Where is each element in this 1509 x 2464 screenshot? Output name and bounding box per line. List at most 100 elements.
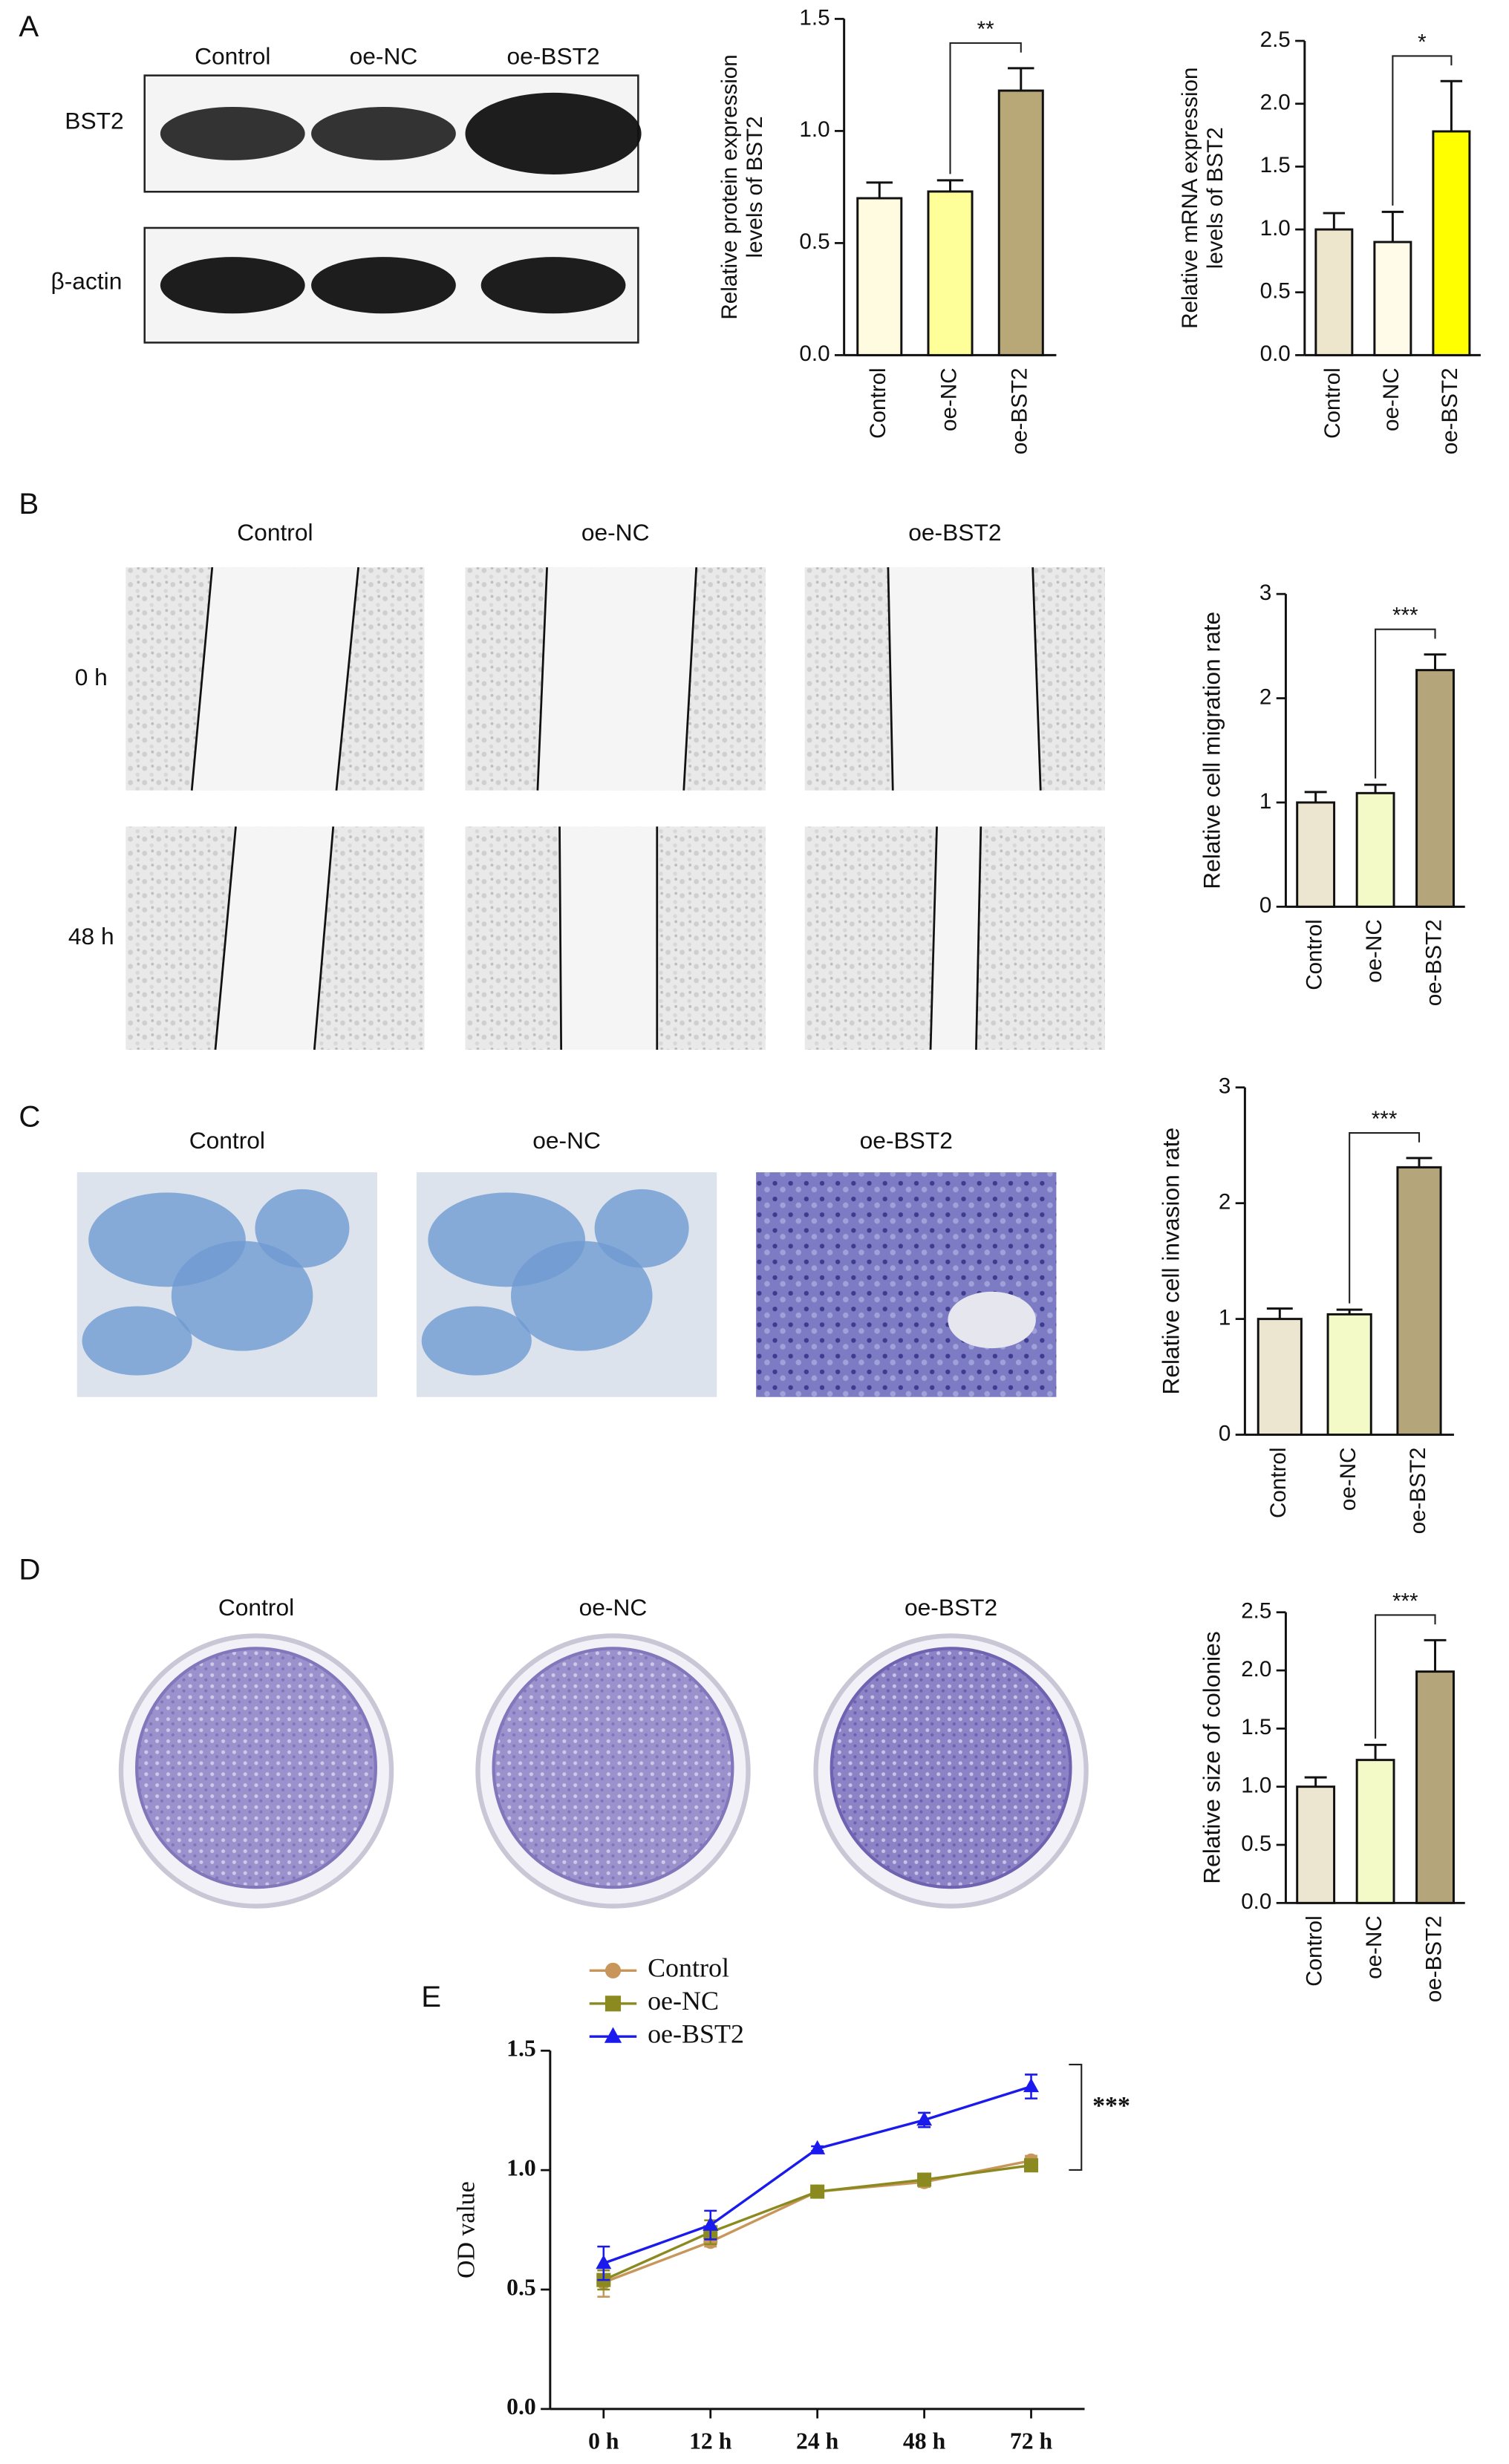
marker	[703, 2216, 719, 2231]
image-column-label: oe-BST2	[908, 519, 1001, 546]
wound-edge	[1031, 567, 1042, 791]
scratch-gap	[887, 567, 1041, 791]
chart: 0 1 2 3 Relative cell migration rate Control o…	[1198, 581, 1465, 1006]
x-tick-label: oe-NC	[1379, 367, 1404, 431]
y-tick-label: 1.0	[1241, 1774, 1271, 1798]
blot-row-label: BST2	[65, 108, 123, 134]
y-tick-label: 0	[1219, 1421, 1231, 1445]
bar	[927, 190, 974, 356]
y-tick-label: 2.0	[1241, 1657, 1271, 1682]
significance-label: ***	[1372, 1107, 1398, 1131]
blot-row-label: β-actin	[50, 267, 122, 294]
x-tick-label: Control	[866, 367, 890, 439]
significance-label: ***	[1092, 2092, 1130, 2120]
wound-edge	[335, 567, 359, 791]
image-column-label: Control	[237, 519, 313, 546]
y-axis-label: Relative mRNA expression	[1178, 68, 1202, 329]
panel-letter: A	[19, 10, 39, 43]
y-tick-label: 2.5	[1241, 1599, 1271, 1624]
cell-cluster	[255, 1189, 350, 1268]
significance-bracket	[949, 42, 1022, 174]
wound-edge	[214, 826, 237, 1050]
image-column-label: Control	[218, 1594, 294, 1621]
wound-edge	[975, 826, 982, 1050]
legend-marker	[604, 1996, 622, 2012]
x-tick-label: Control	[1302, 1915, 1326, 1987]
x-tick-label: 24 h	[796, 2428, 839, 2454]
scratch-gap	[537, 567, 697, 791]
bar	[1396, 1166, 1442, 1437]
image-column-label: oe-BST2	[860, 1127, 953, 1154]
y-tick-label: 1.5	[506, 2036, 536, 2062]
y-tick-label: 3	[1259, 581, 1271, 605]
y-axis-label: OD value	[453, 2181, 480, 2278]
y-tick-label: 0.5	[506, 2274, 536, 2300]
bar	[1432, 130, 1471, 356]
image-column-label: oe-NC	[579, 1594, 648, 1621]
x-tick-label: 0 h	[588, 2428, 619, 2454]
wound-edge	[929, 826, 938, 1050]
marker	[1024, 2158, 1039, 2173]
y-axis-label: levels of BST2	[743, 116, 767, 258]
wound-edge	[682, 567, 698, 791]
y-tick-label: 0.5	[799, 229, 830, 254]
image-column-label: Control	[189, 1127, 265, 1154]
y-tick-label: 1	[1219, 1305, 1231, 1330]
legend-marker	[604, 2027, 622, 2043]
legend-marker	[604, 1962, 622, 1978]
blot-band	[465, 92, 642, 174]
cell-cluster	[82, 1306, 192, 1376]
panel-letter: E	[421, 1980, 441, 2013]
x-tick-label: 48 h	[903, 2428, 946, 2454]
image-column-label: oe-NC	[532, 1127, 601, 1154]
bar	[1257, 1318, 1303, 1437]
image-row-label: 0 h	[75, 664, 108, 690]
legend-label: oe-NC	[648, 1986, 719, 2016]
legend-label: oe-BST2	[648, 2019, 744, 2048]
significance-bracket	[1375, 628, 1436, 779]
scratch-gap	[559, 826, 657, 1050]
cell-cluster	[421, 1306, 532, 1376]
y-tick-label: 0.5	[1241, 1831, 1271, 1856]
y-tick-label: 1	[1259, 789, 1271, 814]
y-tick-label: 1.0	[799, 117, 830, 142]
x-tick-label: Control	[1266, 1447, 1291, 1518]
x-tick-label: oe-BST2	[1406, 1447, 1430, 1534]
wound-edge	[887, 567, 894, 791]
y-tick-label: 2	[1219, 1190, 1231, 1215]
marker	[809, 2140, 826, 2154]
series-line	[603, 2164, 1031, 2281]
y-tick-label: 0.0	[1260, 342, 1291, 366]
image-row-label: 48 h	[68, 923, 114, 950]
y-tick-label: 2	[1259, 684, 1271, 709]
bar	[1296, 801, 1336, 908]
x-tick-label: oe-NC	[1362, 1915, 1386, 1979]
y-tick-label: 1.5	[1241, 1715, 1271, 1739]
significance-label: **	[977, 17, 995, 42]
blot-band	[311, 257, 456, 314]
x-tick-label: oe-NC	[936, 367, 961, 431]
cell-cluster	[511, 1241, 653, 1351]
y-tick-label: 0.0	[506, 2393, 536, 2419]
x-tick-label: Control	[1302, 919, 1326, 990]
x-tick-label: oe-BST2	[1421, 919, 1446, 1006]
marker	[917, 2172, 932, 2187]
x-tick-label: oe-BST2	[1421, 1915, 1446, 2002]
chart: 0.0 0.5 1.0 1.5 2.0 2.5 Relative size of colon…	[1198, 1589, 1465, 2002]
marker	[916, 2111, 933, 2126]
wound-edge	[558, 826, 563, 1050]
y-axis-label: Relative protein expression	[717, 54, 742, 319]
y-tick-label: 1.0	[1260, 216, 1291, 241]
y-axis-label: levels of BST2	[1203, 127, 1228, 269]
y-axis-label: Relative cell migration rate	[1198, 612, 1225, 889]
dish-colonies	[135, 1647, 377, 1889]
blot-column-label: oe-BST2	[506, 43, 599, 70]
chart: 0.0 0.5 1.0 1.5 OD value 0 h 12 h 24 h 48 h 72 h C…	[453, 1953, 1130, 2454]
y-tick-label: 0	[1259, 893, 1271, 918]
y-tick-label: 0.5	[1260, 279, 1291, 304]
blot-band	[160, 257, 305, 314]
x-tick-label: oe-BST2	[1008, 367, 1032, 454]
significance-bracket	[1349, 1131, 1421, 1304]
bar	[1373, 241, 1412, 356]
wound-edge	[536, 567, 548, 791]
